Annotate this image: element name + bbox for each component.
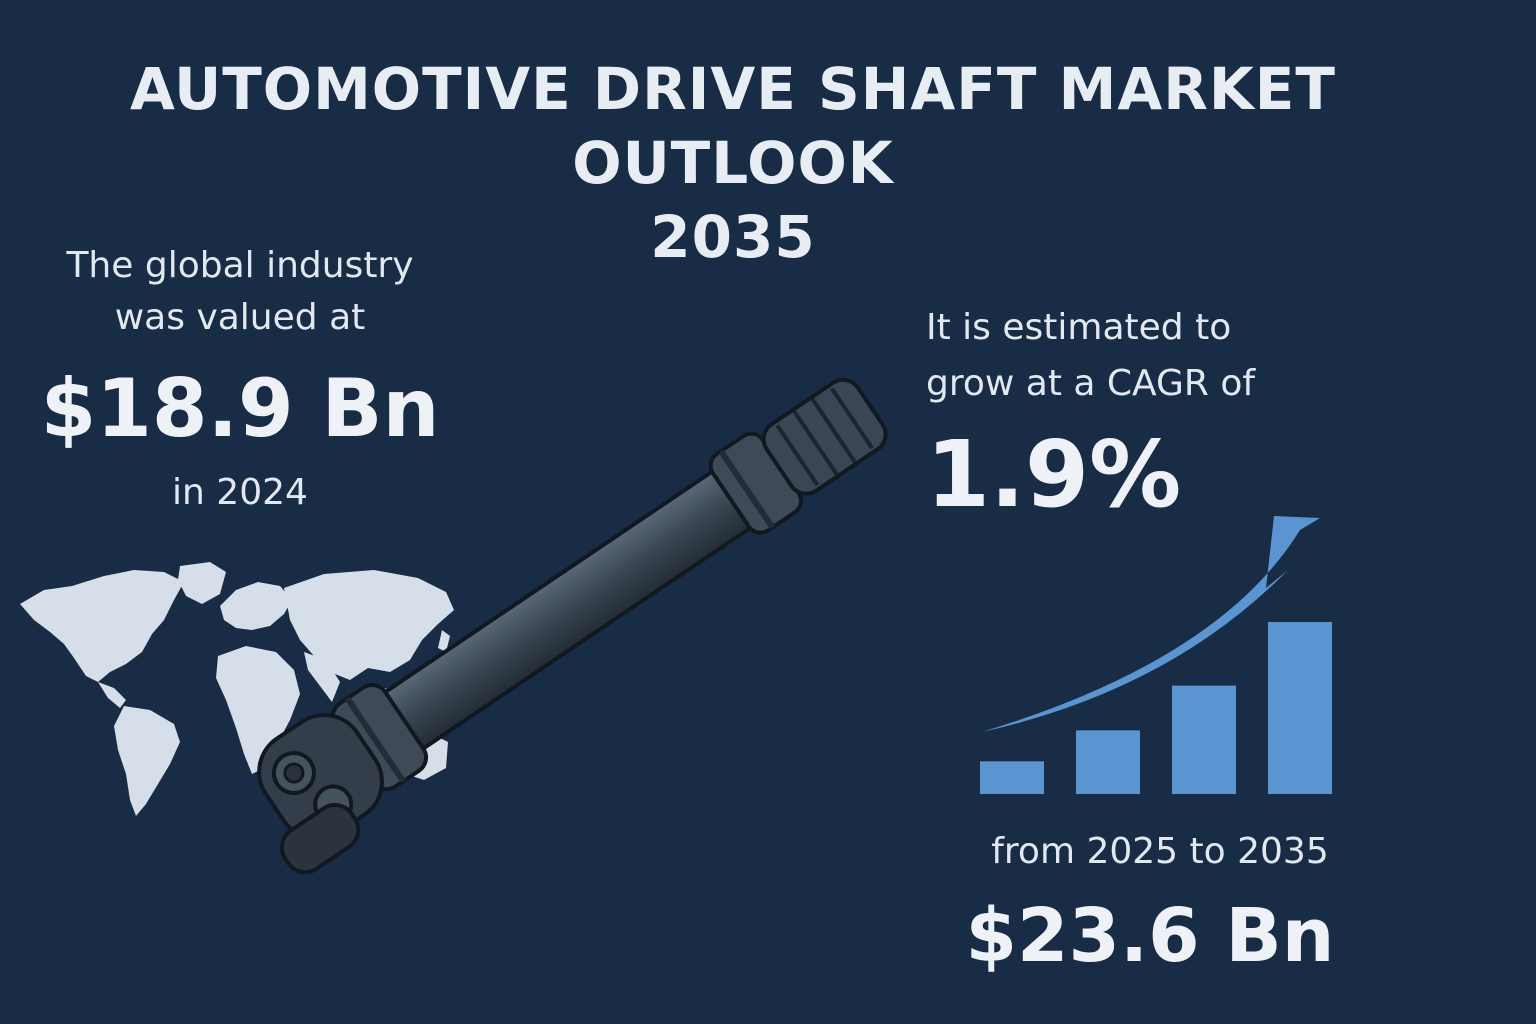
world-map-icon xyxy=(20,562,454,816)
intro-line-2: was valued at xyxy=(114,297,366,338)
growth-arrow-icon xyxy=(982,516,1320,732)
current-value-block: The global industry was valued at $18.9 … xyxy=(20,240,460,518)
growth-bar xyxy=(980,761,1044,794)
estimate-text: It is estimated to grow at a CAGR of xyxy=(926,300,1446,412)
cagr-value: 1.9% xyxy=(926,421,1182,528)
growth-bar xyxy=(1172,685,1236,794)
forecast-period: from 2025 to 2035 xyxy=(991,831,1329,872)
forecast-market-value: $23.6 Bn xyxy=(965,893,1335,979)
drive-shaft-icon xyxy=(257,377,888,875)
intro-line-1: The global industry xyxy=(66,245,414,286)
base-year: in 2024 xyxy=(172,472,308,513)
estimate-line-2: grow at a CAGR of xyxy=(926,363,1256,404)
growth-bar xyxy=(1076,730,1140,794)
title-line-2: 2035 xyxy=(650,203,816,271)
current-market-value: $18.9 Bn xyxy=(40,362,440,455)
title-line-1: AUTOMOTIVE DRIVE SHAFT MARKET OUTLOOK xyxy=(130,55,1336,197)
growth-bar-chart-icon xyxy=(980,516,1332,794)
growth-rate-block: It is estimated to grow at a CAGR of 1.9… xyxy=(926,300,1446,530)
intro-text: The global industry was valued at xyxy=(20,240,460,344)
estimate-line-1: It is estimated to xyxy=(926,307,1232,348)
page-title: AUTOMOTIVE DRIVE SHAFT MARKET OUTLOOK 20… xyxy=(0,52,1466,274)
growth-bar xyxy=(1268,622,1332,794)
